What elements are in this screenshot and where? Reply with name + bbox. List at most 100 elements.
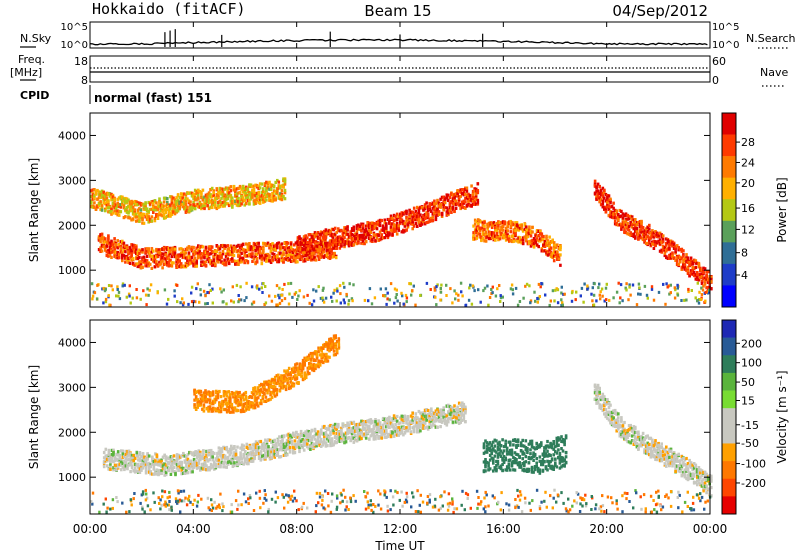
- power-cell: [332, 291, 335, 295]
- power-cell: [520, 224, 523, 228]
- power-cell: [173, 200, 177, 204]
- power-cell: [526, 228, 530, 232]
- power-cell: [111, 195, 115, 199]
- power-cell: [554, 250, 558, 254]
- power-cell: [433, 211, 436, 215]
- power-cell: [251, 246, 254, 250]
- power-cell: [286, 253, 290, 257]
- power-cell: [666, 238, 670, 242]
- power-cell: [609, 215, 612, 219]
- power-cell: [349, 230, 352, 234]
- power-cell: [434, 295, 437, 299]
- velocity-cell: [129, 455, 132, 459]
- power-cell: [429, 288, 432, 291]
- power-cell: [416, 224, 419, 228]
- power-cell: [153, 219, 157, 223]
- power-cell: [498, 220, 502, 225]
- power-cell: [119, 197, 123, 201]
- power-cell: [337, 235, 340, 239]
- power-cell: [389, 225, 393, 229]
- power-cell: [275, 303, 278, 307]
- velocity-cell: [120, 449, 123, 453]
- power-cell: [696, 271, 699, 275]
- power-cell: [480, 220, 483, 224]
- power-cell: [677, 246, 680, 250]
- power-cell: [147, 251, 150, 255]
- power-cell: [357, 241, 360, 245]
- power-cell: [319, 230, 323, 234]
- power-cell: [626, 221, 629, 226]
- power-cell: [231, 248, 234, 252]
- power-cell: [155, 249, 158, 253]
- power-cell: [155, 214, 158, 218]
- power-cell: [279, 197, 282, 201]
- power-cell: [209, 194, 212, 199]
- velocity-cell: [233, 445, 236, 449]
- velocity-cell: [185, 455, 188, 459]
- power-cell: [148, 288, 151, 292]
- power-cell: [674, 288, 677, 292]
- power-cell: [494, 294, 498, 298]
- power-cell: [615, 222, 618, 226]
- power-cell: [274, 191, 277, 195]
- power-cell: [392, 219, 396, 223]
- velocity-cell: [256, 441, 259, 446]
- power-cell: [196, 282, 199, 286]
- power-cell: [552, 259, 556, 263]
- power-cell: [235, 260, 239, 264]
- power-cell: [172, 206, 175, 210]
- power-cell: [316, 244, 320, 249]
- power-cell: [249, 254, 253, 259]
- velocity-cell: [226, 462, 230, 466]
- power-cell: [226, 202, 229, 206]
- power-cell: [115, 294, 118, 298]
- power-cell: [122, 204, 126, 208]
- power-cell: [243, 250, 246, 254]
- power-cell: [378, 220, 382, 224]
- power-cell: [268, 255, 271, 259]
- power-cell: [640, 230, 643, 234]
- power-cell: [280, 259, 284, 263]
- power-cell: [425, 211, 428, 215]
- velocity-cell: [244, 459, 247, 463]
- power-cell: [214, 250, 217, 254]
- power-cell: [113, 237, 116, 241]
- power-cell: [385, 225, 388, 229]
- power-cell: [224, 186, 228, 190]
- power-cell: [176, 209, 180, 213]
- power-cell: [652, 231, 656, 235]
- power-cell: [152, 206, 155, 210]
- velocity-cell: [178, 465, 182, 469]
- power-cell: [357, 237, 360, 241]
- power-cell: [156, 248, 160, 252]
- power-cell: [610, 204, 614, 208]
- power-cell: [471, 284, 475, 288]
- velocity-cell: [147, 466, 151, 470]
- velocity-cell: [202, 467, 205, 471]
- power-cell: [261, 291, 264, 294]
- power-cell: [688, 260, 691, 265]
- power-cell: [107, 284, 111, 287]
- velocity-cell: [183, 468, 187, 472]
- power-cell: [654, 243, 657, 247]
- beam-title: Beam 15: [364, 2, 431, 20]
- power-cell: [263, 253, 267, 258]
- power-cell: [204, 250, 208, 254]
- power-cell: [176, 199, 180, 203]
- velocity-cell: [141, 459, 145, 463]
- velocity-cell: [239, 461, 242, 465]
- power-cell: [649, 236, 653, 240]
- velocity-cell: [143, 455, 146, 459]
- power-cell: [680, 247, 684, 251]
- power-cell: [612, 216, 615, 220]
- velocity-cell: [199, 452, 202, 456]
- power-cell: [186, 263, 189, 267]
- power-cell: [234, 199, 237, 203]
- velocity-cell: [115, 463, 118, 467]
- power-cell: [377, 238, 380, 242]
- velocity-cell: [265, 447, 269, 452]
- velocity-cell: [154, 459, 157, 463]
- power-cell: [269, 243, 273, 247]
- power-cell: [426, 206, 430, 210]
- power-cell: [287, 282, 290, 286]
